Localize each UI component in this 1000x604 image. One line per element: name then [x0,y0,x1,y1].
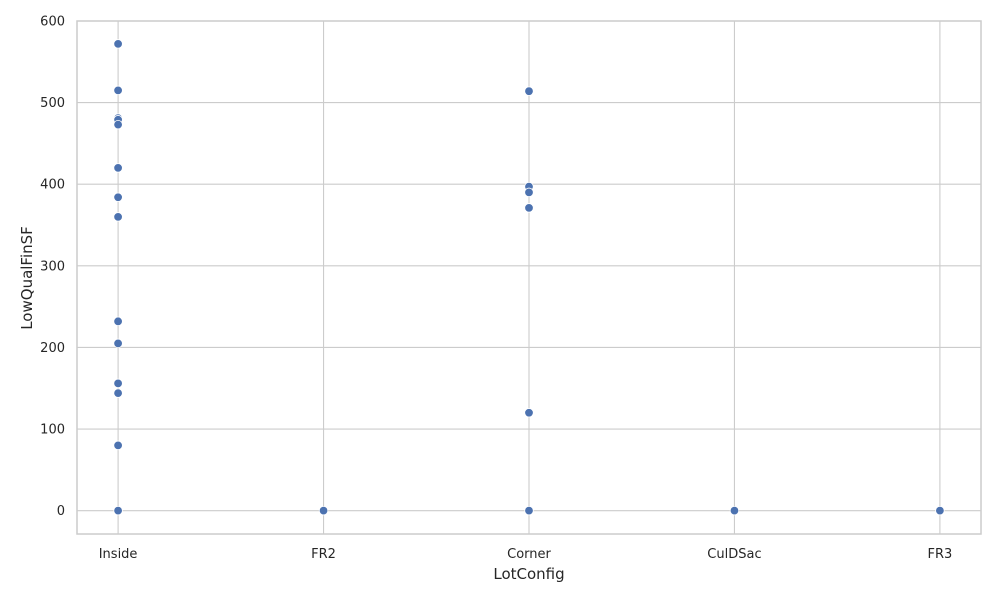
data-point [113,440,123,451]
y-tick-label: 300 [40,259,65,274]
data-point [524,203,534,213]
plot-frame [76,20,982,535]
data-point [524,408,534,418]
data-point [524,187,534,198]
y-tick-label: 600 [40,15,65,30]
data-point [113,163,123,173]
data-point [524,86,534,96]
y-tick-label: 400 [40,178,65,193]
x-tick-label: Inside [99,547,138,562]
grid [77,20,981,534]
data-point [113,505,123,516]
data-point [524,505,534,516]
data-point [113,119,123,130]
data-points [113,39,945,516]
x-tick-label: CulDSac [707,547,761,562]
data-point [113,85,123,96]
data-point [113,316,123,327]
y-tick-label: 100 [40,423,65,438]
x-tick-label: FR2 [311,547,336,562]
data-point [318,505,329,516]
data-point [113,388,123,398]
y-tick-label: 500 [40,96,65,111]
y-tick-label: 0 [57,504,65,519]
x-tick-labels: Inside FR2 Corner CulDSac FR3 [99,547,953,562]
data-point [729,505,740,516]
data-point [113,338,123,349]
y-tick-label: 200 [40,341,65,356]
data-point [935,505,945,516]
x-tick-label: FR3 [928,547,953,562]
y-axis-title: LowQualFinSF [18,226,36,330]
y-tick-labels: 0 100 200 300 400 500 600 [40,15,65,520]
data-point [113,378,123,389]
x-axis-title: LotConfig [493,565,564,583]
axes-frame [76,20,982,535]
data-point [113,192,123,202]
x-tick-label: Corner [507,547,551,562]
data-point [113,212,123,222]
data-point [113,39,123,49]
